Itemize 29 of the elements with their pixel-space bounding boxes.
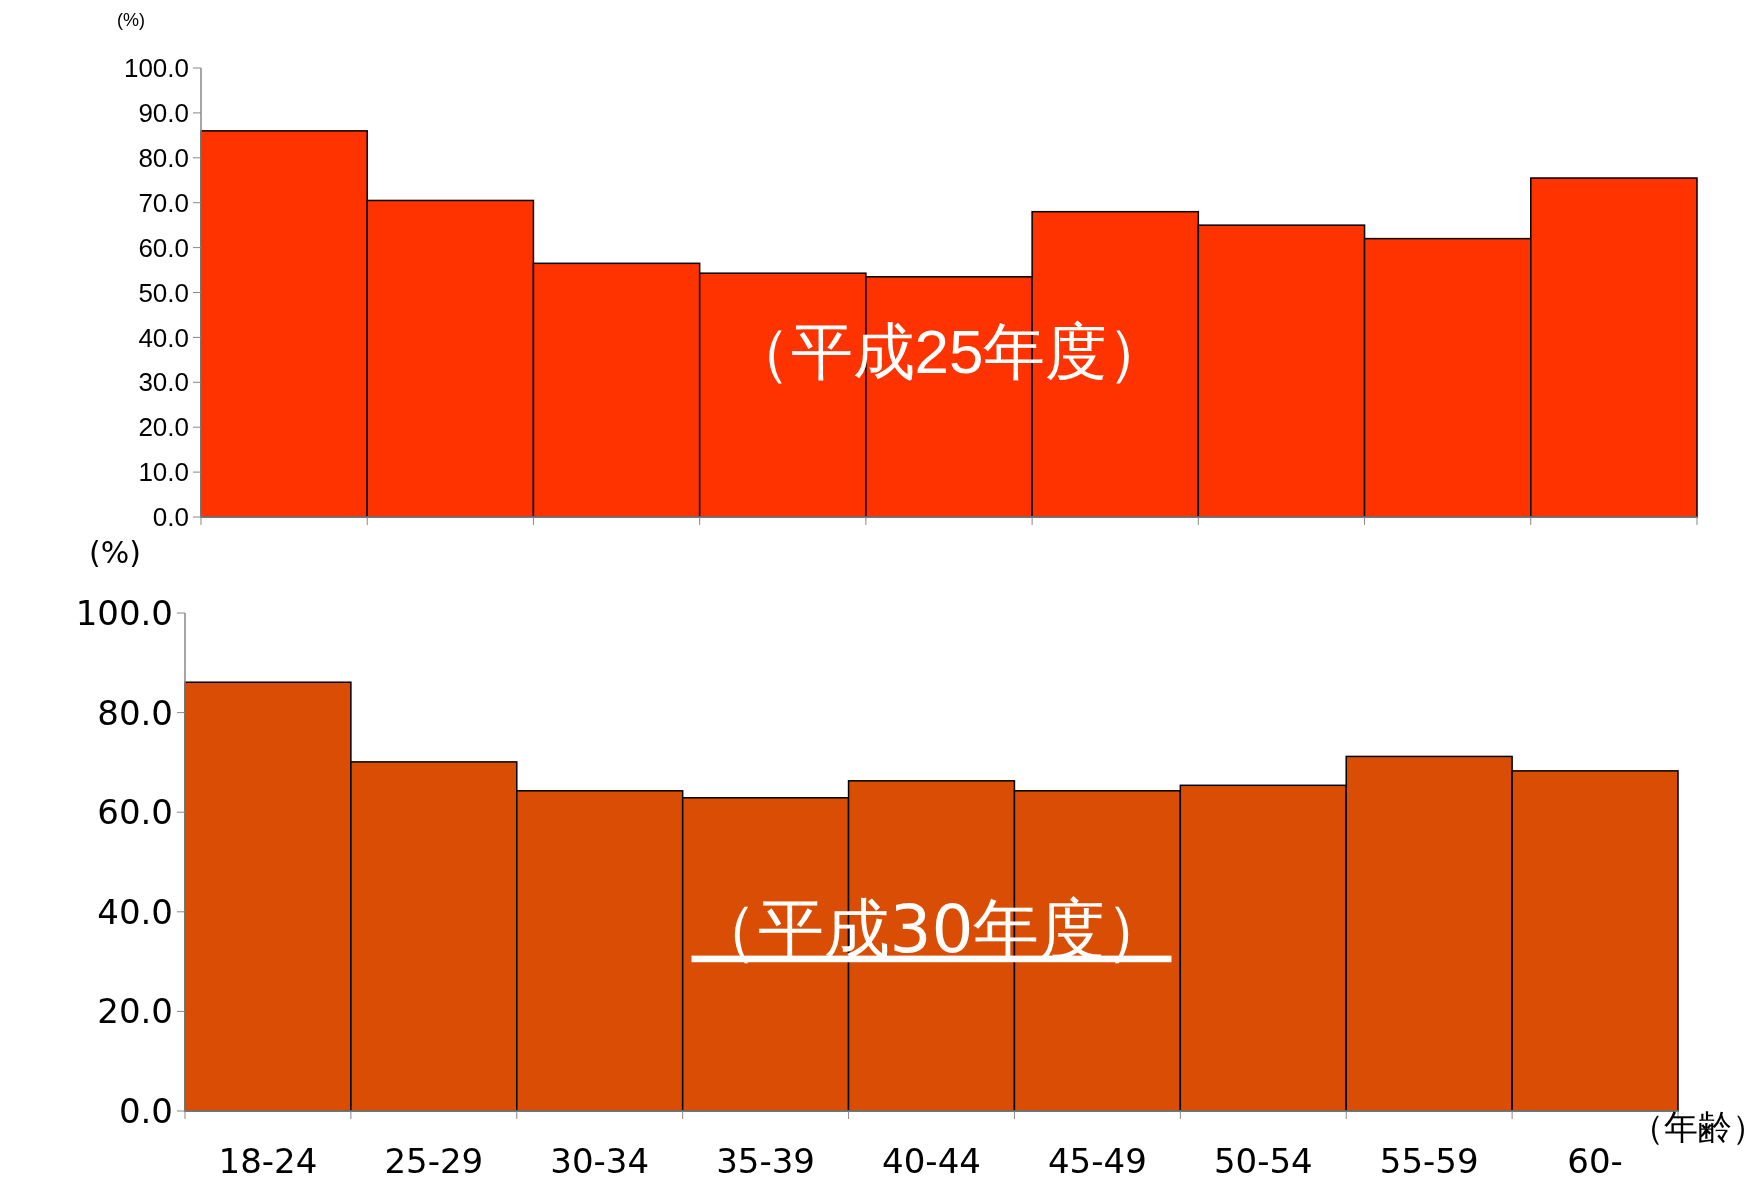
y-tick-label: 20.0 bbox=[97, 991, 173, 1032]
x-tick-label: 40-44 bbox=[882, 1141, 981, 1181]
y-axis-title: (%) bbox=[117, 10, 145, 30]
y-tick-label: 80.0 bbox=[97, 692, 173, 733]
y-tick-label: 40.0 bbox=[138, 322, 189, 353]
y-tick-label: 50.0 bbox=[138, 277, 189, 308]
y-tick-label: 30.0 bbox=[138, 367, 189, 398]
x-tick-label: 30-34 bbox=[550, 1141, 650, 1181]
x-tick-label: 18-24 bbox=[218, 1141, 318, 1181]
y-tick-label: 90.0 bbox=[138, 98, 189, 128]
y-tick-label: 60.0 bbox=[138, 232, 189, 263]
x-tick-label: 50-54 bbox=[1213, 1141, 1313, 1181]
x-tick-label: 45-49 bbox=[1047, 1141, 1147, 1181]
y-tick-label: 0.0 bbox=[152, 502, 189, 533]
y-tick-label: 60.0 bbox=[97, 792, 173, 833]
y-tick-label: 70.0 bbox=[138, 187, 189, 218]
y-tick-label: 40.0 bbox=[97, 891, 173, 932]
y-tick-label: 100.0 bbox=[75, 592, 173, 633]
y-tick-label: 100.0 bbox=[123, 53, 189, 84]
x-tick-label: 25-29 bbox=[384, 1141, 484, 1181]
y-tick-label: 10.0 bbox=[138, 457, 189, 488]
y-axis-title: (%) bbox=[89, 535, 141, 570]
y-tick-label: 0.0 bbox=[118, 1090, 173, 1131]
x-tick-label: 60- bbox=[1567, 1141, 1623, 1181]
x-tick-label: 55-59 bbox=[1379, 1141, 1479, 1181]
y-tick-label: 20.0 bbox=[138, 412, 189, 443]
x-axis-title: （年齢） bbox=[1630, 1107, 1757, 1147]
x-tick-label: 35-39 bbox=[716, 1141, 816, 1181]
y-tick-label: 80.0 bbox=[138, 142, 189, 173]
